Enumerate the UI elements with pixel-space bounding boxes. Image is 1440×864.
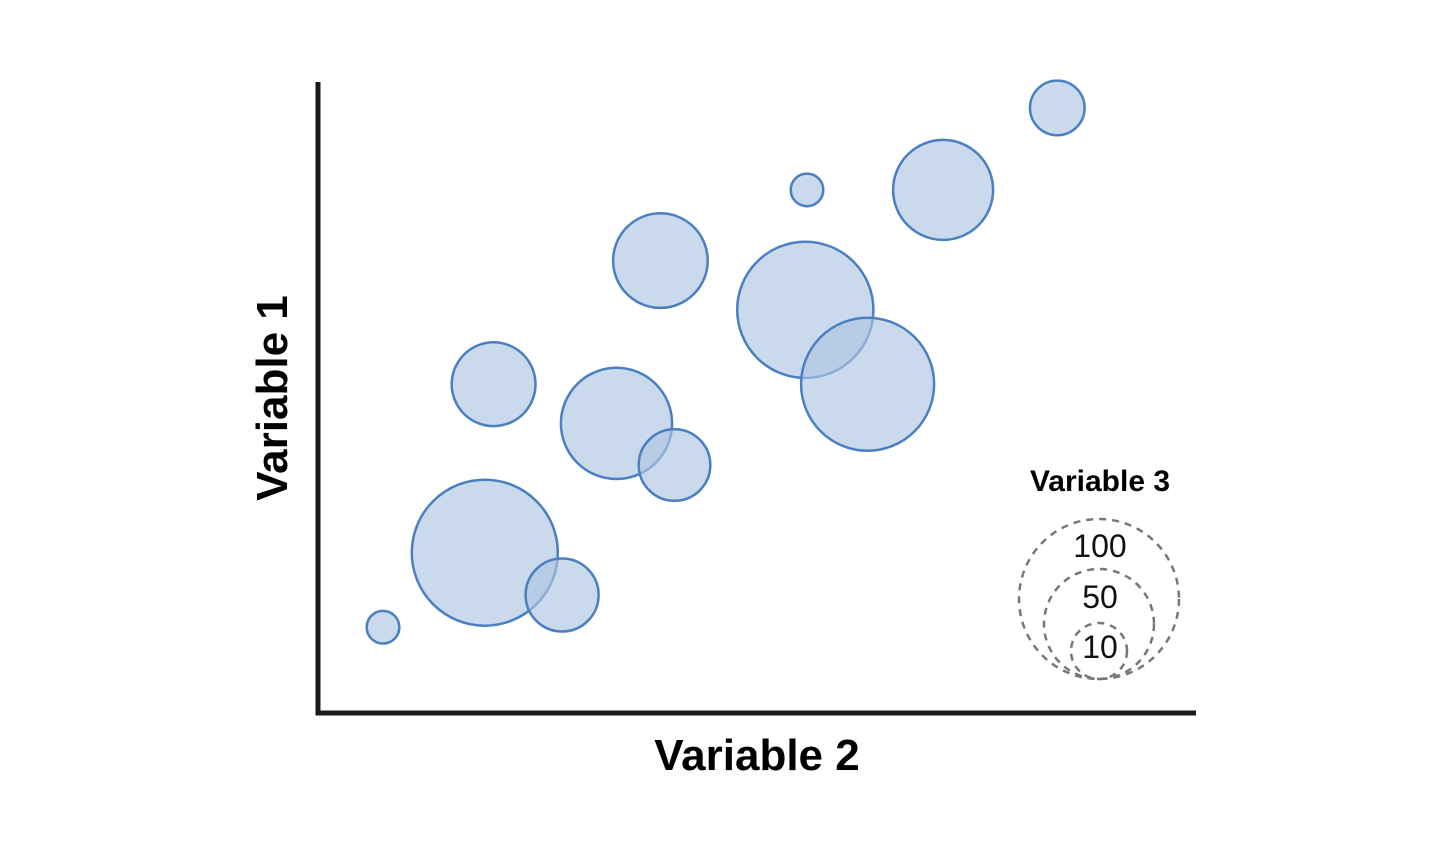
bubble-point <box>789 172 825 208</box>
bubble-point <box>1028 79 1086 137</box>
size-legend-circle-100 <box>1017 517 1181 681</box>
bubble-point <box>524 557 600 633</box>
bubble-point <box>799 316 936 452</box>
bubble-point <box>611 212 709 310</box>
size-legend-circle-50 <box>1042 567 1156 681</box>
size-legend: Variable 3 100 50 10 <box>1017 465 1181 681</box>
bubble-series <box>365 79 1086 645</box>
y-axis-title: Variable 1 <box>248 295 297 500</box>
x-axis-title: Variable 2 <box>654 731 859 780</box>
size-legend-label-100: 100 <box>1073 528 1126 564</box>
size-legend-circle-10 <box>1069 621 1129 681</box>
bubble-point <box>410 478 560 627</box>
size-legend-label-50: 50 <box>1082 579 1118 615</box>
size-legend-title: Variable 3 <box>1030 465 1170 498</box>
size-legend-label-10: 10 <box>1082 629 1118 665</box>
bubble-point <box>365 609 401 645</box>
axes <box>315 82 1196 716</box>
bubble-point <box>891 138 995 242</box>
bubble-point <box>637 427 712 503</box>
bubble-point <box>450 341 537 428</box>
